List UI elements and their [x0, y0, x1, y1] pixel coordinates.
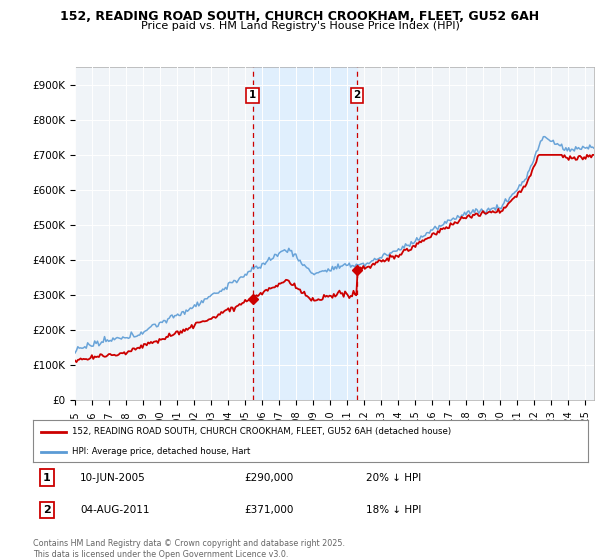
Text: 1: 1	[43, 473, 51, 483]
Text: 1: 1	[249, 90, 256, 100]
Text: 20% ↓ HPI: 20% ↓ HPI	[366, 473, 421, 483]
Text: £371,000: £371,000	[244, 505, 293, 515]
Bar	[253, 67, 357, 400]
Text: 18% ↓ HPI: 18% ↓ HPI	[366, 505, 421, 515]
Text: 152, READING ROAD SOUTH, CHURCH CROOKHAM, FLEET, GU52 6AH (detached house): 152, READING ROAD SOUTH, CHURCH CROOKHAM…	[72, 427, 451, 436]
Text: £290,000: £290,000	[244, 473, 293, 483]
Text: 04-AUG-2011: 04-AUG-2011	[80, 505, 149, 515]
Text: 2: 2	[353, 90, 361, 100]
Text: 2: 2	[43, 505, 51, 515]
Text: 152, READING ROAD SOUTH, CHURCH CROOKHAM, FLEET, GU52 6AH: 152, READING ROAD SOUTH, CHURCH CROOKHAM…	[61, 10, 539, 23]
Text: Contains HM Land Registry data © Crown copyright and database right 2025.
This d: Contains HM Land Registry data © Crown c…	[33, 539, 345, 559]
Text: 10-JUN-2005: 10-JUN-2005	[80, 473, 146, 483]
Text: Price paid vs. HM Land Registry's House Price Index (HPI): Price paid vs. HM Land Registry's House …	[140, 21, 460, 31]
Text: HPI: Average price, detached house, Hart: HPI: Average price, detached house, Hart	[72, 447, 250, 456]
